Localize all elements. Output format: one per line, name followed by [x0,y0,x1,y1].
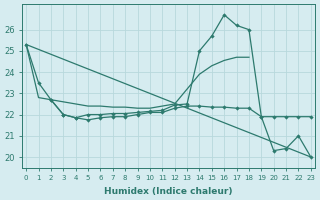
X-axis label: Humidex (Indice chaleur): Humidex (Indice chaleur) [104,187,233,196]
